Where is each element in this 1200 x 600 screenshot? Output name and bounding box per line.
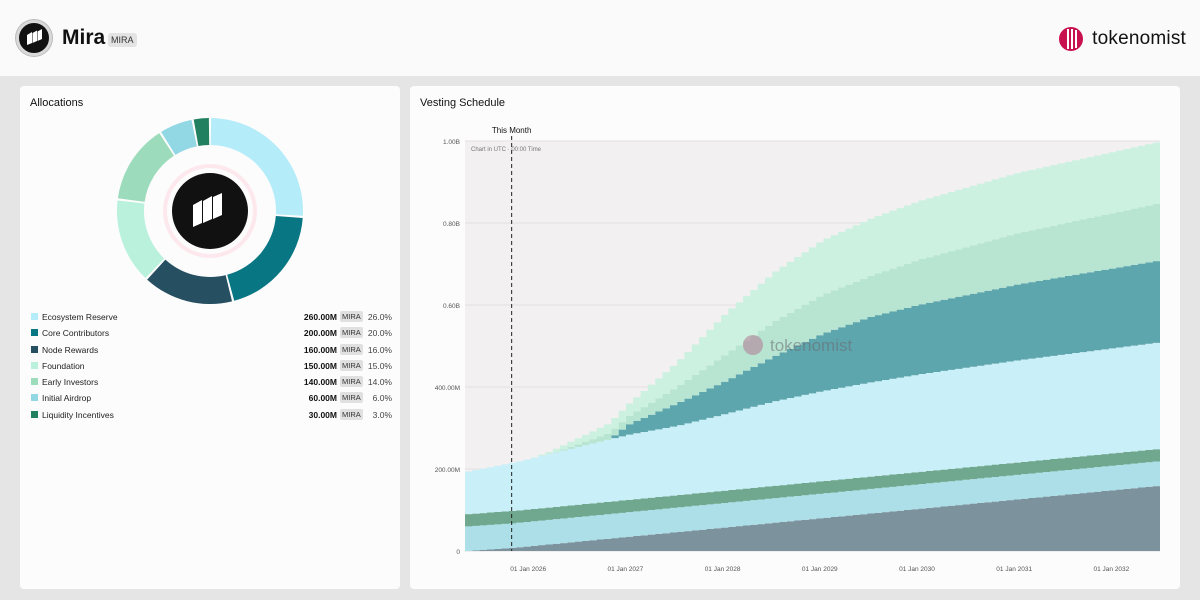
token-name: Mira xyxy=(62,26,106,49)
token-center-glyph xyxy=(193,193,222,227)
y-tick-label: 0.60B xyxy=(443,303,460,310)
token-logo-icon xyxy=(16,20,52,56)
timezone-note: Chart in UTC · 00:00 Time xyxy=(471,147,542,153)
legend-symbol-badge: MIRA xyxy=(340,343,363,355)
watermark: tokenomist xyxy=(743,335,852,355)
x-tick-label: 01 Jan 2026 xyxy=(510,566,546,573)
area-series-node-rewards[interactable] xyxy=(465,485,1160,551)
token-symbol-badge: MIRA xyxy=(108,33,137,47)
watermark-icon xyxy=(743,335,763,355)
brand-name: tokenomist xyxy=(1092,28,1186,49)
legend-swatch xyxy=(31,394,38,402)
legend-item[interactable]: Early Investors 140.00M MIRA 14.0% xyxy=(30,375,392,391)
vesting-title: Vesting Schedule xyxy=(420,97,506,109)
legend-item[interactable]: Initial Airdrop 60.00M MIRA 6.0% xyxy=(30,391,392,407)
y-tick-label: 400.00M xyxy=(435,385,460,392)
legend-swatch xyxy=(31,361,38,369)
legend-percent: 6.0% xyxy=(372,393,392,404)
donut-slice-3[interactable] xyxy=(117,200,165,279)
donut-slice-2[interactable] xyxy=(147,259,233,304)
area-series-ecosystem-reserve[interactable] xyxy=(465,341,1160,515)
legend-label: Early Investors xyxy=(42,377,99,388)
legend-percent: 14.0% xyxy=(367,377,392,388)
legend-symbol-badge: MIRA xyxy=(340,408,363,420)
area-series-initial-airdrop[interactable] xyxy=(465,460,1160,551)
header-bar: Mira MIRA tokenomist xyxy=(0,0,1200,76)
legend-amount: 160.00M xyxy=(303,344,337,355)
y-tick-label: 200.00M xyxy=(435,467,460,474)
legend-item[interactable]: Foundation 150.00M MIRA 15.0% xyxy=(30,359,392,375)
legend-amount: 140.00M xyxy=(303,377,337,388)
legend-label: Initial Airdrop xyxy=(42,393,92,404)
donut-slice-4[interactable] xyxy=(117,133,174,202)
legend-symbol-badge: MIRA xyxy=(340,359,363,371)
legend-symbol-badge: MIRA xyxy=(340,376,363,388)
watermark-text: tokenomist xyxy=(770,336,852,355)
legend-symbol-badge: MIRA xyxy=(340,392,363,404)
legend-amount: 30.00M xyxy=(308,409,337,420)
legend-label: Liquidity Incentives xyxy=(42,409,114,420)
legend-label: Foundation xyxy=(42,360,85,371)
allocations-title: Allocations xyxy=(30,97,84,109)
legend-swatch xyxy=(31,329,38,337)
x-tick-label: 01 Jan 2029 xyxy=(802,566,838,573)
allocations-card: Allocations Ecosystem Reserve 260.00M MIRA… xyxy=(20,86,400,589)
legend-percent: 26.0% xyxy=(367,312,392,322)
legend-percent: 3.0% xyxy=(372,409,392,420)
legend-amount: 260.00M xyxy=(303,312,337,322)
legend-item[interactable]: Ecosystem Reserve 260.00M MIRA 26.0% xyxy=(30,310,392,326)
x-tick-label: 01 Jan 2030 xyxy=(899,566,935,573)
donut-slice-0[interactable] xyxy=(210,118,303,216)
token-logo-glyph xyxy=(27,29,42,45)
legend-item[interactable]: Liquidity Incentives 30.00M MIRA 3.0% xyxy=(30,408,392,424)
donut-slice-1[interactable] xyxy=(227,215,303,301)
legend-percent: 20.0% xyxy=(367,328,392,339)
y-tick-label: 0.80B xyxy=(443,221,460,228)
x-tick-label: 01 Jan 2032 xyxy=(1094,566,1130,573)
legend-symbol-badge: MIRA xyxy=(340,327,363,339)
x-tick-label: 01 Jan 2027 xyxy=(607,566,643,573)
legend-percent: 16.0% xyxy=(367,344,392,355)
y-tick-label: 1.00B xyxy=(443,139,460,146)
vesting-chart: 0 200.00M 400.00M 0.60B 0.80B 1.00B 01 Jan 202… xyxy=(435,126,1160,573)
legend-swatch xyxy=(31,313,38,320)
legend-swatch xyxy=(31,410,38,418)
legend-symbol-badge: MIRA xyxy=(340,311,363,322)
donut-slice-5[interactable] xyxy=(161,119,197,155)
legend-percent: 15.0% xyxy=(367,360,392,371)
area-series-foundation[interactable] xyxy=(465,141,1160,472)
area-series-early-investors[interactable] xyxy=(465,202,1160,472)
this-month-label: This Month xyxy=(492,126,532,135)
x-tick-label: 01 Jan 2031 xyxy=(996,566,1032,573)
y-tick-label: 0 xyxy=(456,549,460,556)
allocation-legend: Ecosystem Reserve 260.00M MIRA 26.0% Core Co… xyxy=(30,310,392,424)
x-tick-label: 01 Jan 2028 xyxy=(705,566,741,573)
allocation-donut-chart xyxy=(117,118,303,304)
legend-label: Ecosystem Reserve xyxy=(42,312,118,322)
legend-item[interactable]: Core Contributors 200.00M MIRA 20.0% xyxy=(30,326,392,342)
area-series-liquidity-incentives[interactable] xyxy=(465,448,1160,527)
legend-label: Core Contributors xyxy=(42,328,110,339)
legend-label: Node Rewards xyxy=(42,344,99,355)
area-series-core-contributors[interactable] xyxy=(465,259,1160,472)
brand-logo[interactable]: tokenomist xyxy=(1058,25,1186,53)
tokenomist-icon xyxy=(1059,27,1084,51)
donut-slice-6[interactable] xyxy=(193,118,210,147)
legend-amount: 150.00M xyxy=(303,360,337,371)
legend-amount: 200.00M xyxy=(303,328,337,339)
legend-amount: 60.00M xyxy=(308,393,337,404)
legend-swatch xyxy=(31,378,38,386)
legend-swatch xyxy=(31,345,38,353)
vesting-card: Vesting Schedule 0 200.00M 400.00M 0.60B 0.8… xyxy=(410,86,1180,589)
legend-item[interactable]: Node Rewards 160.00M MIRA 16.0% xyxy=(30,343,392,359)
